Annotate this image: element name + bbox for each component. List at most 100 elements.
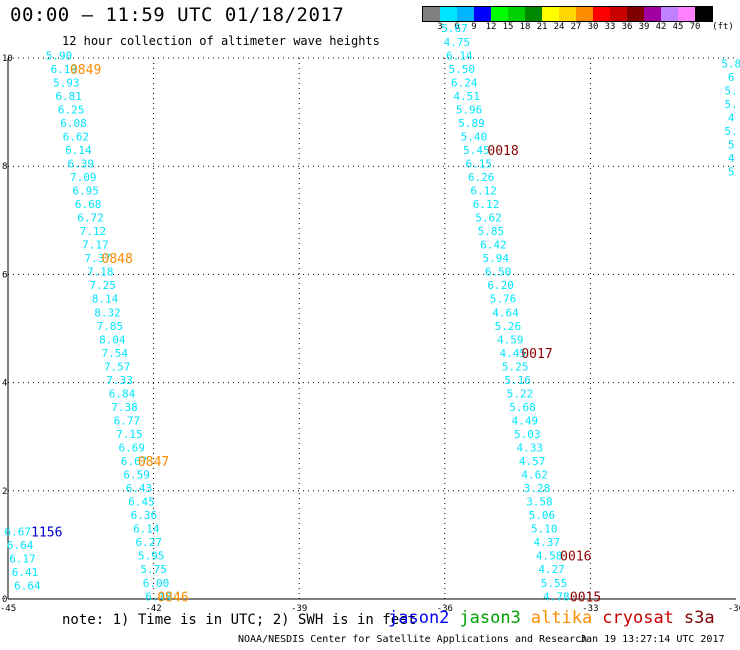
color-scale-tick: 70 [689, 22, 701, 32]
wave-height-label: 6.72 [77, 212, 104, 225]
wave-height-label: 5.06 [529, 509, 556, 522]
wave-height-label: 7.54 [102, 347, 129, 360]
color-scale-tick: 27 [570, 22, 582, 32]
wave-height-label: 6.64 [14, 579, 41, 592]
wave-height-label: 3.58 [526, 496, 553, 509]
wave-height-label: 5.68 [509, 401, 536, 414]
credit-text: NOAA/NESDIS Center for Satellite Applica… [238, 634, 588, 645]
wave-height-label: 6.41 [12, 566, 39, 579]
wave-height-label: 5.10 [531, 523, 558, 536]
wave-height-label: 4.59 [497, 333, 524, 346]
wave-height-label: 6.12 [473, 198, 500, 211]
wave-height-label: 5. [725, 84, 738, 97]
wave-height-label: 5.76 [490, 293, 517, 306]
wave-height-label: 7.09 [70, 171, 97, 184]
satellite-legend: jason2 jason3 altika cryosat s3a [388, 608, 725, 628]
color-swatch [695, 7, 712, 21]
color-swatch [491, 7, 508, 21]
wave-height-label: 6.42 [480, 239, 507, 252]
wave-height-label: 5.62 [475, 212, 502, 225]
timestamp-text: Jan 19 13:27:14 UTC 2017 [580, 634, 725, 645]
wave-height-label: 6.45 [128, 496, 155, 509]
x-tick-label: -39 [291, 604, 307, 614]
color-swatch [593, 7, 610, 21]
wave-height-label: 5.8 [721, 57, 740, 70]
color-scale-bar [422, 6, 713, 22]
color-scale-tick: 33 [604, 22, 616, 32]
wave-height-label: 5.95 [138, 550, 165, 563]
time-label: 0846 [157, 590, 188, 605]
color-swatch [678, 7, 695, 21]
wave-height-label: 6.67 [121, 455, 148, 468]
wave-height-label: 5.50 [449, 63, 476, 76]
wave-height-label: 5.16 [504, 374, 531, 387]
wave-height-label: 5.90 [46, 49, 73, 62]
color-scale-tick: 36 [621, 22, 633, 32]
wave-height-label: 6.17 [9, 552, 36, 565]
color-scale-labels: 3 6 9 12 15 18 21 24 27 30 33 36 39 42 45 70 (ft) [422, 22, 740, 34]
wave-height-label: 5.40 [461, 130, 488, 143]
wave-height-label: 5.22 [507, 387, 534, 400]
wave-height-label: 4 [728, 152, 735, 165]
time-label: 0018 [487, 144, 518, 159]
wave-height-label: 4.51 [453, 90, 480, 103]
y-tick-label: 2 [2, 487, 7, 497]
wave-height-label: 7.37 [85, 252, 112, 265]
wave-height-label: 7.25 [89, 279, 116, 292]
color-swatch [457, 7, 474, 21]
wave-height-label: 6.26 [468, 171, 495, 184]
x-tick-label: -33 [582, 604, 598, 614]
wave-height-label: 6.27 [135, 536, 162, 549]
satellite-legend-item: jason3 [459, 608, 521, 628]
color-swatch [627, 7, 644, 21]
wave-height-label: 5.03 [514, 428, 541, 441]
wave-height-label: 4.78 [543, 590, 570, 603]
x-tick-label: -30 [728, 604, 740, 614]
wave-height-label: 8.32 [94, 306, 121, 319]
color-scale-tick: 39 [638, 22, 650, 32]
wave-height-label: 4 [728, 112, 735, 125]
wave-height-label: 6.19 [51, 63, 78, 76]
color-scale-tick: 30 [587, 22, 599, 32]
wave-height-label: 7.12 [80, 225, 107, 238]
wave-height-label: 6.95 [72, 185, 99, 198]
color-swatch [423, 7, 440, 21]
time-label: 0016 [560, 550, 591, 565]
color-swatch [559, 7, 576, 21]
color-swatch [576, 7, 593, 21]
color-scale-tick: 42 [655, 22, 667, 32]
chart-title: 00:00 – 11:59 UTC 01/18/2017 [10, 4, 345, 26]
time-label: 0017 [521, 347, 552, 362]
wave-height-label: 6.59 [123, 469, 150, 482]
wave-height-label: 6.20 [487, 279, 514, 292]
wave-height-label: 6.81 [55, 90, 82, 103]
wave-height-label: 4.49 [512, 414, 539, 427]
wave-height-label: 7.57 [104, 360, 131, 373]
wave-height-label: 5.94 [483, 252, 510, 265]
wave-height-label: 5 [728, 139, 735, 152]
wave-height-label: 4.64 [492, 306, 519, 319]
wave-height-label: 7.15 [116, 428, 143, 441]
y-tick-label: 10 [2, 54, 13, 64]
color-swatch [440, 7, 457, 21]
wave-height-label: 5. [725, 98, 738, 111]
wave-height-label: 5.89 [458, 117, 485, 130]
wave-height-label: 4.27 [538, 563, 565, 576]
wave-height-label: 7.18 [87, 266, 114, 279]
color-swatch [525, 7, 542, 21]
wave-height-label: 6.68 [75, 198, 102, 211]
wave-height-label: 7.38 [111, 401, 138, 414]
color-scale-tick: 18 [519, 22, 531, 32]
wave-height-label: 5.96 [456, 103, 483, 116]
color-swatch [542, 7, 559, 21]
wave-height-label: 7.17 [82, 239, 109, 252]
time-label: 0847 [138, 455, 169, 470]
wave-height-label: 6.14 [133, 523, 160, 536]
color-swatch [644, 7, 661, 21]
wave-height-label: 4.57 [519, 455, 546, 468]
wave-height-label: 6.64 [7, 539, 34, 552]
color-swatch [508, 7, 525, 21]
wave-height-label: 8.14 [92, 293, 119, 306]
wave-height-label: 5.85 [478, 225, 505, 238]
wave-height-label: 8.04 [99, 333, 126, 346]
